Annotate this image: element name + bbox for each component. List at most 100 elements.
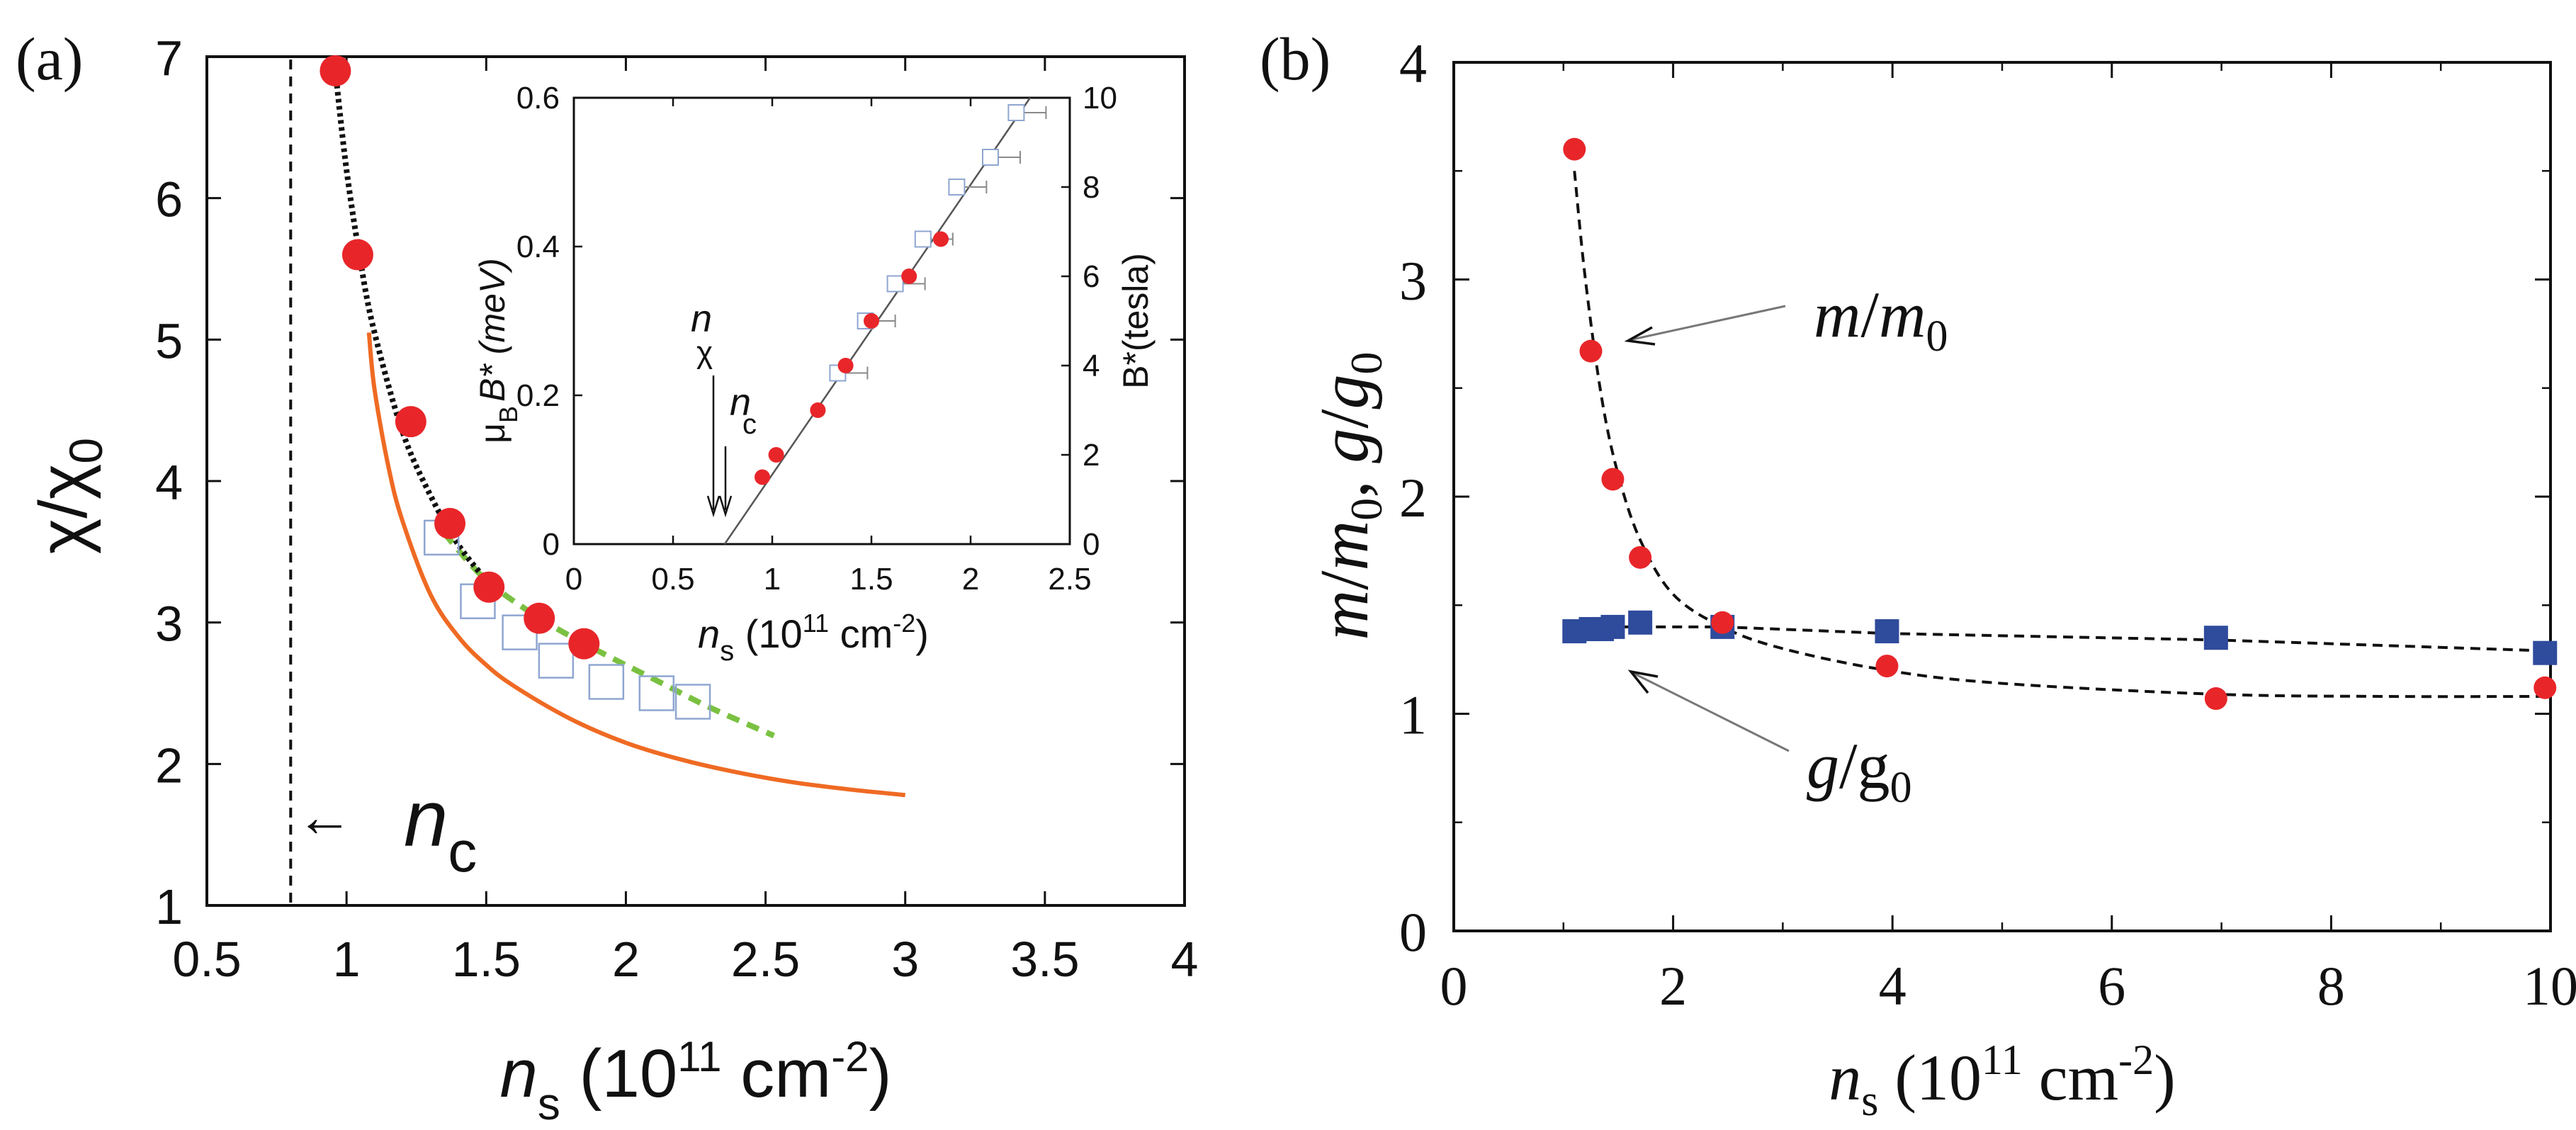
inset-y2-tick-label: 10 <box>1083 81 1117 115</box>
mm0-point <box>1601 468 1625 491</box>
inset-red-dot-point <box>864 313 879 329</box>
y-tick-label: 6 <box>155 172 183 227</box>
b-x-tick-label: 10 <box>2523 955 2576 1017</box>
red-dot-point <box>473 571 505 603</box>
inset-x-tick-label: 0.5 <box>651 562 694 597</box>
inset-x-axis-label: ns (1011 cm-2) <box>698 609 929 667</box>
orange-curve <box>366 332 906 798</box>
y-tick-label: 1 <box>155 879 183 934</box>
panel-a-plot-frame <box>205 55 1186 907</box>
b-x-tick-label: 6 <box>2098 955 2125 1017</box>
open-square-point <box>638 675 675 711</box>
mm0-point <box>2533 676 2557 699</box>
y-tick-label: 2 <box>155 738 183 793</box>
inset-open-square-point <box>1007 104 1025 121</box>
inset-open-square-point <box>886 275 904 293</box>
open-square-point <box>588 664 625 700</box>
inset-y-tick-label: 0.6 <box>516 81 560 115</box>
mm0-point <box>2204 687 2227 711</box>
mm0-fit-curve <box>1573 171 2546 699</box>
inset-y2-tick-label: 2 <box>1083 438 1100 473</box>
inset-nc-arrowhead <box>718 495 733 518</box>
b-x-tick-label: 2 <box>1659 955 1687 1017</box>
x-tick-label: 1.5 <box>452 932 521 987</box>
gg0-point <box>1600 614 1625 639</box>
inset-x-tick-label: 1.5 <box>849 562 893 597</box>
panel-b-x-axis-label: ns (1011 cm-2) <box>1829 1036 2176 1125</box>
nc-arrow: ← <box>296 785 353 848</box>
b-y-tick-label: 0 <box>1399 901 1427 963</box>
inset-nchi-arrowhead <box>706 495 721 518</box>
y-tick-label: 4 <box>155 455 183 510</box>
inset-y2-tick-label: 6 <box>1083 259 1100 294</box>
red-dot-point <box>434 507 466 539</box>
gg0-point <box>2203 626 2228 650</box>
inset-y2-axis-label: B*(tesla) <box>1116 253 1156 389</box>
mm0-point <box>1579 339 1603 363</box>
mm0-point <box>1875 655 1899 678</box>
x-tick-label: 2 <box>612 932 640 987</box>
x-tick-label: 1 <box>333 932 361 987</box>
b-y-tick-label: 1 <box>1399 684 1427 746</box>
mm0-arrowhead <box>1624 326 1656 346</box>
red-dot-point <box>320 55 351 86</box>
gg0-arrowhead <box>1627 669 1659 694</box>
b-y-tick-label: 3 <box>1399 250 1427 312</box>
inset-red-dot-point <box>933 231 949 247</box>
inset-open-square-point <box>914 230 932 248</box>
inset-x-tick-label: 2 <box>962 562 979 597</box>
panel-b-plot-frame <box>1452 61 2552 932</box>
panel-a-label: (a) <box>16 25 83 93</box>
inset-red-dot-point <box>768 447 784 463</box>
gg0-label: g/g0 <box>1807 730 1912 812</box>
inset-frame <box>572 96 1071 546</box>
inset-y-tick-label: 0.2 <box>516 378 560 413</box>
green-dashed-curve <box>442 531 776 739</box>
panel-b-label: (b) <box>1260 25 1331 93</box>
panel-b: (b) 0 2 4 6 8 10 0 1 2 3 4 m/m0, g/g0 ns (1011 cm-… <box>1260 25 2576 1125</box>
red-dot-point <box>524 602 555 634</box>
gg0-arrow <box>1632 672 1790 752</box>
y-tick-label: 7 <box>155 30 183 86</box>
inset-x-tick-label: 0 <box>565 562 582 597</box>
x-tick-label: 4 <box>1171 932 1199 987</box>
panel-a-y-axis-label: χ/χ0 <box>26 438 112 554</box>
panel-b-y-axis-label: m/m0, g/g0 <box>1306 351 1391 640</box>
inset-y2-tick-label: 0 <box>1083 527 1100 562</box>
x-tick-label: 0.5 <box>172 932 241 987</box>
red-dot-point <box>395 406 426 438</box>
b-x-tick-label: 4 <box>1879 955 1906 1017</box>
inset-y-tick-label: 0 <box>543 527 560 562</box>
inset-y-axis-label: μBB* (meV) <box>473 258 523 443</box>
x-tick-label: 2.5 <box>731 932 800 987</box>
inset-y-tick-label: 0.4 <box>516 230 560 264</box>
mm0-point <box>1629 546 1652 569</box>
inset-open-square-point <box>982 149 999 166</box>
inset-y2-tick-label: 4 <box>1083 349 1100 383</box>
b-y-tick-label: 4 <box>1399 33 1427 94</box>
b-x-tick-label: 8 <box>2317 955 2345 1017</box>
b-x-tick-label: 0 <box>1440 955 1468 1017</box>
gg0-point <box>1628 610 1653 635</box>
inset-red-dot-point <box>837 358 854 373</box>
gg0-point <box>2533 640 2558 665</box>
inset-open-square-point <box>948 179 966 196</box>
open-square-point <box>538 643 575 679</box>
y-tick-label: 3 <box>155 597 183 652</box>
inset-red-dot-point <box>901 269 917 284</box>
nc-label: nc <box>404 774 477 884</box>
black-dotted-curve <box>332 70 489 582</box>
inset-x-tick-label: 2.5 <box>1048 562 1091 597</box>
inset-y2-tick-label: 8 <box>1083 170 1100 205</box>
inset-x-tick-label: 1 <box>764 562 781 597</box>
inset-red-dot-point <box>810 402 826 418</box>
b-y-tick-label: 2 <box>1399 467 1427 529</box>
inset-red-dot-point <box>755 469 770 485</box>
mm0-point <box>1563 137 1586 161</box>
red-dot-point <box>568 628 600 660</box>
